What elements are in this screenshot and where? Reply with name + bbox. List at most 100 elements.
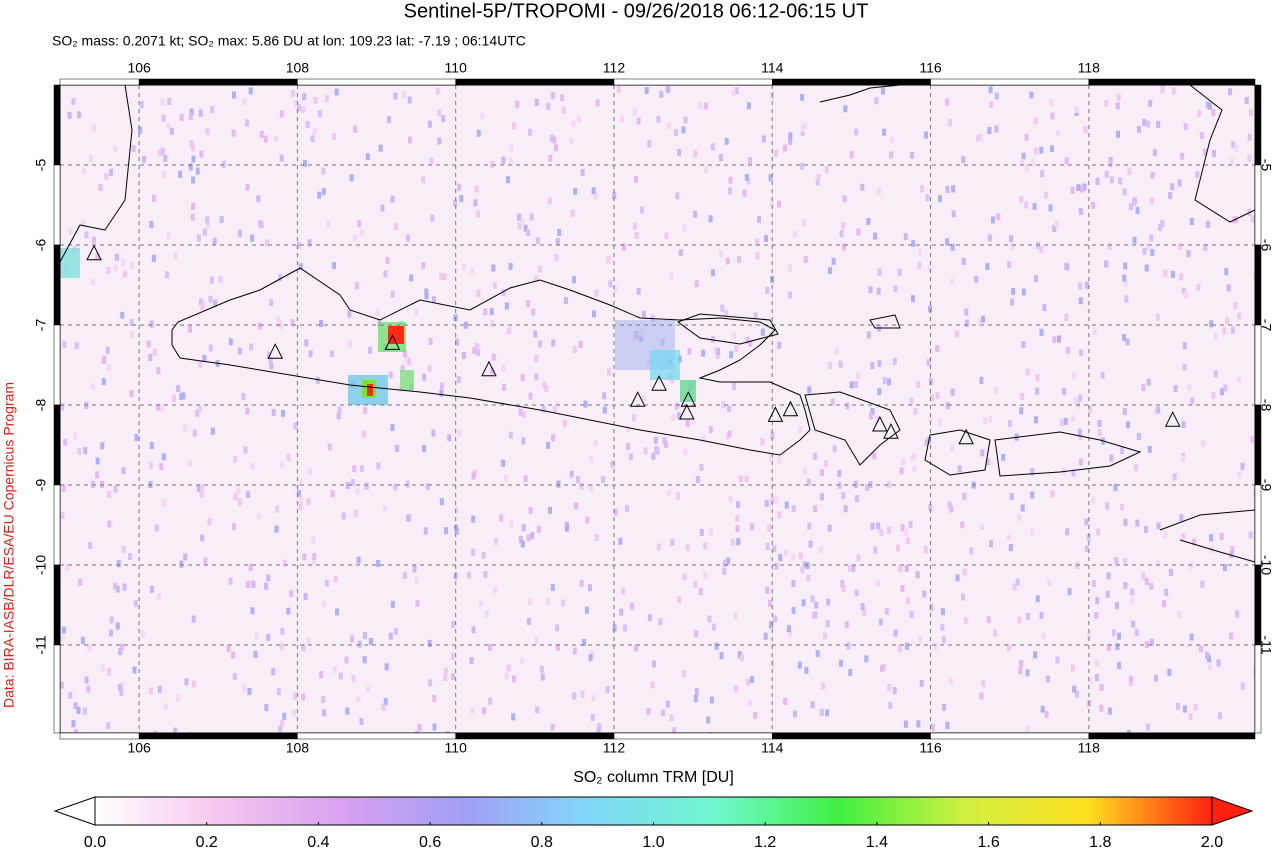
noise-pixel xyxy=(516,213,521,221)
noise-pixel xyxy=(872,452,877,460)
noise-pixel xyxy=(484,610,489,618)
noise-pixel xyxy=(307,467,312,475)
noise-pixel xyxy=(1019,407,1024,415)
noise-pixel xyxy=(198,109,203,117)
noise-pixel xyxy=(191,615,196,623)
noise-pixel xyxy=(742,189,747,197)
noise-pixel xyxy=(937,195,942,203)
noise-pixel xyxy=(1171,87,1176,95)
noise-pixel xyxy=(151,194,156,202)
noise-pixel xyxy=(400,365,405,373)
noise-pixel xyxy=(860,603,865,611)
noise-pixel xyxy=(271,668,276,676)
noise-pixel xyxy=(695,475,700,483)
noise-pixel xyxy=(606,368,611,376)
noise-pixel xyxy=(266,574,271,582)
noise-pixel xyxy=(518,408,523,416)
frame-band xyxy=(53,244,61,326)
noise-pixel xyxy=(74,342,79,350)
noise-pixel xyxy=(1219,532,1224,540)
noise-pixel xyxy=(1152,149,1157,157)
noise-pixel xyxy=(116,560,121,568)
noise-pixel xyxy=(900,524,905,532)
noise-pixel xyxy=(121,467,126,475)
colorbar-tick-label: 0.2 xyxy=(196,834,218,851)
noise-pixel xyxy=(414,308,419,316)
noise-pixel xyxy=(121,258,126,266)
noise-pixel xyxy=(417,724,422,732)
noise-pixel xyxy=(1127,167,1132,175)
y-tick-label: -6 xyxy=(33,239,49,252)
noise-pixel xyxy=(388,632,393,640)
noise-pixel xyxy=(474,185,479,193)
noise-pixel xyxy=(625,425,630,433)
noise-pixel xyxy=(302,93,307,101)
noise-pixel xyxy=(256,195,261,203)
noise-pixel xyxy=(802,121,807,129)
noise-pixel xyxy=(589,650,594,658)
noise-pixel xyxy=(887,683,892,691)
noise-pixel xyxy=(1025,368,1030,376)
noise-pixel xyxy=(191,680,196,688)
noise-pixel xyxy=(183,553,188,561)
noise-pixel xyxy=(327,443,332,451)
noise-pixel xyxy=(334,88,339,96)
noise-pixel xyxy=(1123,582,1128,590)
noise-pixel xyxy=(1132,236,1137,244)
noise-pixel xyxy=(444,527,449,535)
noise-pixel xyxy=(492,281,497,289)
noise-pixel xyxy=(903,720,908,728)
noise-pixel xyxy=(1017,616,1022,624)
noise-pixel xyxy=(1237,375,1242,383)
noise-pixel xyxy=(82,167,87,175)
noise-pixel xyxy=(772,545,777,553)
noise-pixel xyxy=(81,220,86,228)
noise-pixel xyxy=(949,505,954,513)
noise-pixel xyxy=(546,598,551,606)
noise-pixel xyxy=(1125,338,1130,346)
noise-pixel xyxy=(893,629,898,637)
noise-pixel xyxy=(518,536,523,544)
noise-pixel xyxy=(1044,711,1049,719)
noise-pixel xyxy=(860,183,865,191)
noise-pixel xyxy=(415,599,420,607)
noise-pixel xyxy=(428,337,433,345)
noise-pixel xyxy=(237,498,242,506)
noise-pixel xyxy=(699,528,704,536)
noise-pixel xyxy=(546,102,551,110)
y-tick-label: -5 xyxy=(1258,159,1272,172)
noise-pixel xyxy=(790,553,795,561)
noise-pixel xyxy=(324,95,329,103)
noise-pixel xyxy=(354,282,359,290)
noise-pixel xyxy=(259,131,264,139)
noise-pixel xyxy=(65,563,70,571)
noise-pixel xyxy=(330,490,335,498)
plume xyxy=(367,384,373,396)
noise-pixel xyxy=(632,222,637,230)
noise-pixel xyxy=(1173,385,1178,393)
noise-pixel xyxy=(205,221,210,229)
noise-pixel xyxy=(893,285,898,293)
noise-pixel xyxy=(330,350,335,358)
noise-pixel xyxy=(471,626,476,634)
noise-pixel xyxy=(875,415,880,423)
noise-pixel xyxy=(336,412,341,420)
noise-pixel xyxy=(985,262,990,270)
noise-pixel xyxy=(120,311,125,319)
noise-pixel xyxy=(624,505,629,513)
noise-pixel xyxy=(670,538,675,546)
noise-pixel xyxy=(1070,664,1075,672)
noise-pixel xyxy=(1106,572,1111,580)
noise-pixel xyxy=(810,595,815,603)
noise-pixel xyxy=(246,491,251,499)
noise-pixel xyxy=(149,320,154,328)
noise-pixel xyxy=(317,191,322,199)
noise-pixel xyxy=(463,321,468,329)
noise-pixel xyxy=(528,392,533,400)
noise-pixel xyxy=(735,525,740,533)
noise-pixel xyxy=(476,289,481,297)
noise-pixel xyxy=(526,300,531,308)
noise-pixel xyxy=(489,308,494,316)
noise-pixel xyxy=(525,229,530,237)
noise-pixel xyxy=(1211,391,1216,399)
